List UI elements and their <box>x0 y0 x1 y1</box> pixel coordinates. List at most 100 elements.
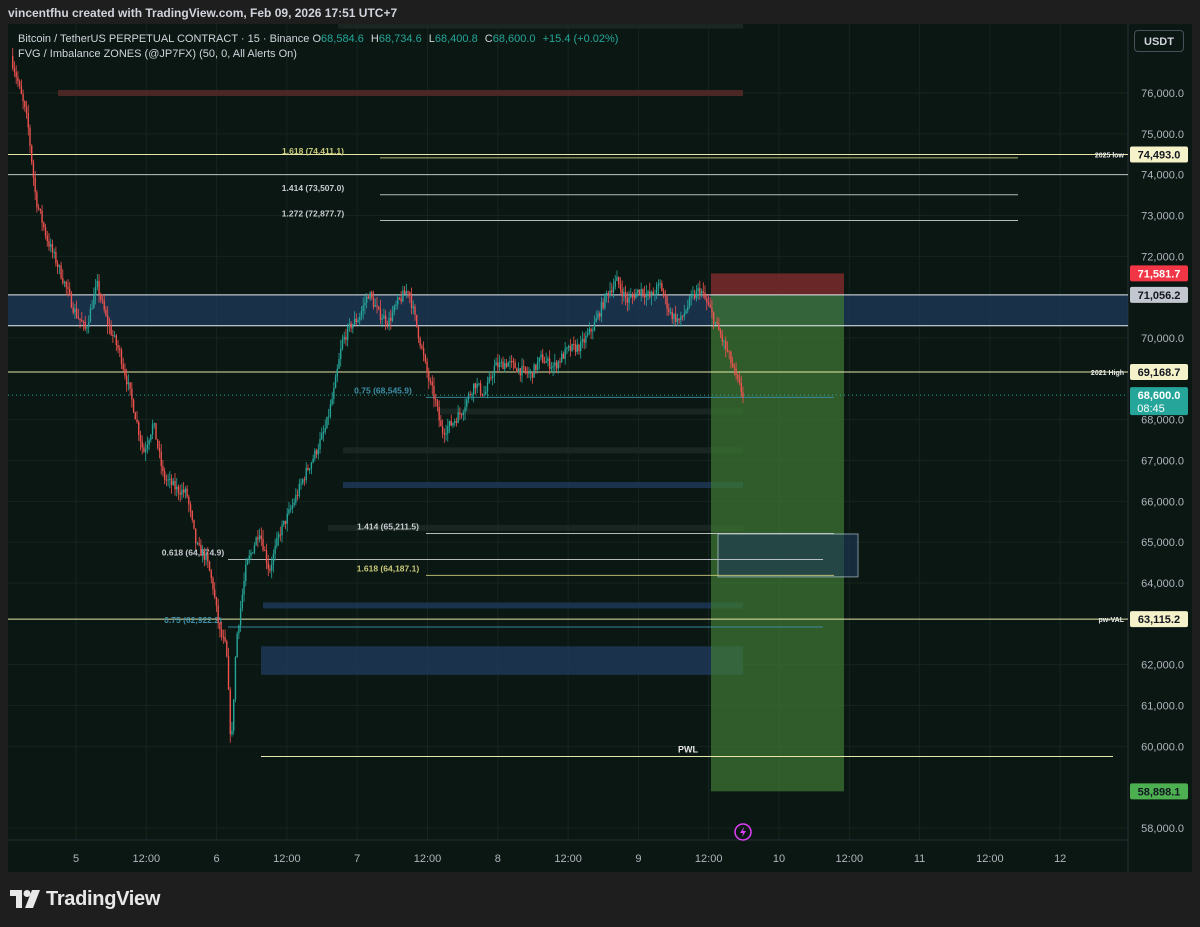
candle-body <box>664 294 667 297</box>
candle-body <box>706 298 708 303</box>
candle-body <box>716 321 718 324</box>
candle-body <box>409 292 411 296</box>
candle-body <box>29 127 31 146</box>
candle-body <box>82 321 85 323</box>
fib-level-label: 0.75 (68,545.9) <box>354 385 412 395</box>
candle-body <box>479 383 482 394</box>
candle-body <box>481 393 484 396</box>
candle-body <box>17 77 19 82</box>
price-tag-label: 63,115.2 <box>1138 614 1180 626</box>
candle-body <box>314 450 316 459</box>
candle-body <box>643 294 646 298</box>
candle-body <box>731 363 734 367</box>
candle-body <box>214 589 216 598</box>
candle-body <box>125 375 128 385</box>
candle-body <box>245 564 247 582</box>
candle-body <box>174 480 176 490</box>
chart-frame[interactable]: 5 12:00 6 12:00 7 12:00 8 12:00 9 12:00 10 12:00 11 1… <box>8 24 1192 872</box>
candle-body <box>533 364 535 378</box>
candle-body <box>524 367 527 372</box>
candle-body <box>151 424 154 435</box>
candle-body <box>405 291 408 294</box>
candle-body <box>372 297 375 307</box>
tradingview-logo[interactable]: TradingView <box>10 886 160 912</box>
candle-body <box>12 56 14 68</box>
candle-body <box>426 361 428 373</box>
candle-body <box>58 265 61 267</box>
candle-body <box>616 276 618 281</box>
candle-body <box>48 241 50 247</box>
candle-body <box>329 404 332 417</box>
candle-body <box>700 291 703 294</box>
candle-body <box>231 730 233 735</box>
open-label: O <box>312 33 322 45</box>
x-tick-label: 7 <box>354 853 360 865</box>
price-chart[interactable]: 5 12:00 6 12:00 7 12:00 8 12:00 9 12:00 10 12:00 11 1… <box>8 24 1192 872</box>
candle-body <box>569 345 572 351</box>
price-tag-label: 69,168.7 <box>1138 367 1181 379</box>
x-tick-label: 10 <box>773 853 785 865</box>
candle-body <box>37 207 40 209</box>
candle-body <box>253 545 256 553</box>
candle-body <box>422 348 425 356</box>
candle-body <box>662 291 665 295</box>
y-tick-label: 72,000.0 <box>1141 251 1184 263</box>
candle-body <box>395 304 397 306</box>
candle-body <box>215 597 218 606</box>
candle-body <box>466 399 468 408</box>
candle-body <box>317 449 320 455</box>
brand-name: TradingView <box>46 887 161 910</box>
candle-body <box>617 276 620 284</box>
candle-body <box>687 306 689 311</box>
candle-body <box>146 444 149 449</box>
candle-body <box>289 508 292 510</box>
candle-body <box>707 302 710 305</box>
candle-body <box>257 537 259 540</box>
price-tag-label: 74,493.0 <box>1138 150 1181 162</box>
candle-body <box>450 420 452 426</box>
candle-body <box>227 656 230 690</box>
candle-body <box>516 368 518 373</box>
candle-body <box>730 352 732 364</box>
fvg-zone-strip <box>338 24 743 29</box>
candle-body <box>726 349 729 352</box>
candle-body <box>94 286 97 296</box>
candle-body <box>288 509 290 514</box>
indicator-legend[interactable]: FVG / Imbalance ZONES (@JP7FX) (50, 0, A… <box>18 48 297 60</box>
candle-body <box>564 348 566 359</box>
candle-body <box>599 313 601 317</box>
candle-body <box>495 362 497 366</box>
candle-body <box>567 345 570 348</box>
symbol-legend[interactable]: Bitcoin / TetherUS PERPETUAL CONTRACT · … <box>18 32 622 46</box>
candle-body <box>650 291 653 297</box>
candle-body <box>488 377 490 383</box>
candle-body <box>400 298 402 302</box>
candle-body <box>193 519 195 529</box>
candle-body <box>324 428 326 432</box>
price-tag <box>1130 363 1188 380</box>
candle-body <box>265 550 268 563</box>
candle-body <box>685 310 687 314</box>
candle-body <box>74 308 76 313</box>
lightning-icon[interactable] <box>734 823 752 841</box>
candle-body <box>303 479 306 481</box>
fvg-zone-strip <box>438 408 743 415</box>
candle-body <box>165 479 168 481</box>
candle-body <box>500 361 503 363</box>
candle-body <box>46 235 48 242</box>
candle-body <box>205 553 207 560</box>
candle-body <box>68 288 71 294</box>
candle-body <box>212 578 214 590</box>
candle-body <box>134 412 137 420</box>
currency-button[interactable]: USDT <box>1134 30 1184 52</box>
candle-body <box>611 290 613 293</box>
candle-body <box>55 251 57 264</box>
x-tick-label: 12:00 <box>695 853 723 865</box>
candle-body <box>497 362 499 368</box>
candle-body <box>448 420 451 427</box>
candle-body <box>20 85 23 94</box>
candle-body <box>362 305 364 311</box>
candle-body <box>621 289 623 297</box>
candle-body <box>464 407 466 413</box>
candle-body <box>300 483 302 485</box>
